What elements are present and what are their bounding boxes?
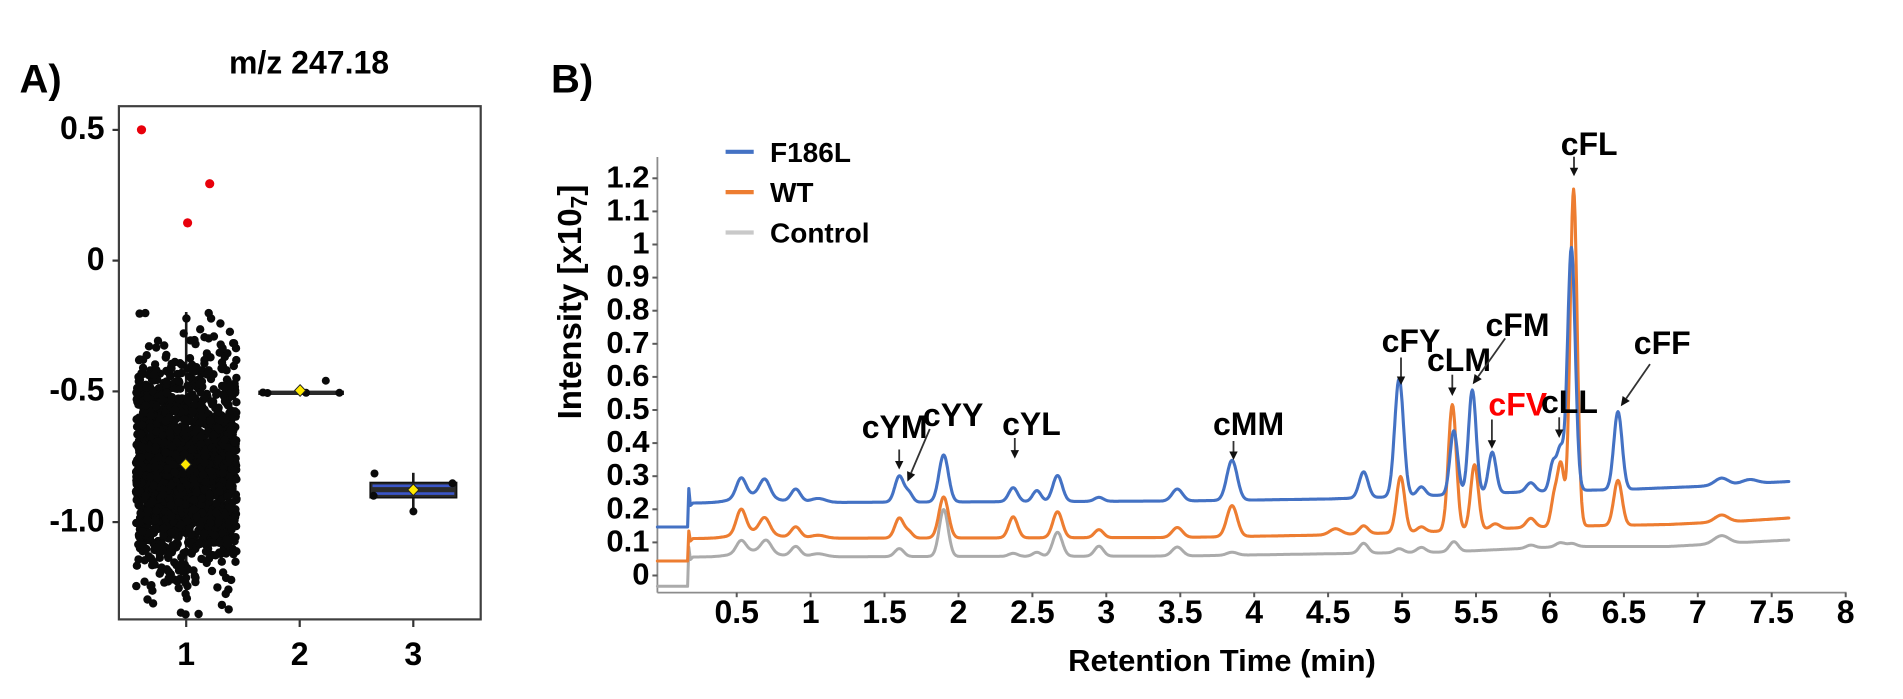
svg-text:3: 3 xyxy=(1097,594,1115,630)
svg-text:cYY: cYY xyxy=(923,397,983,433)
svg-text:cMM: cMM xyxy=(1213,406,1284,442)
svg-text:1.5: 1.5 xyxy=(862,594,906,630)
svg-text:0.5: 0.5 xyxy=(714,594,758,630)
svg-text:0: 0 xyxy=(632,557,649,592)
svg-text:cFL: cFL xyxy=(1561,126,1618,162)
svg-text:Intensity [x107]: Intensity [x107] xyxy=(551,185,592,420)
svg-text:4.5: 4.5 xyxy=(1306,594,1350,630)
svg-text:Control: Control xyxy=(770,218,870,249)
svg-text:1: 1 xyxy=(802,594,820,630)
svg-text:0.7: 0.7 xyxy=(606,325,649,360)
svg-text:cLL: cLL xyxy=(1541,384,1598,420)
svg-text:3.5: 3.5 xyxy=(1158,594,1202,630)
svg-text:1: 1 xyxy=(177,636,195,672)
svg-text:0.5: 0.5 xyxy=(60,110,104,146)
svg-text:A): A) xyxy=(20,58,62,102)
svg-text:0.8: 0.8 xyxy=(606,292,649,327)
svg-text:B): B) xyxy=(551,58,593,102)
svg-text:WT: WT xyxy=(770,177,814,208)
svg-text:6: 6 xyxy=(1541,594,1559,630)
svg-text:cFF: cFF xyxy=(1634,325,1691,361)
svg-text:F186L: F186L xyxy=(770,137,851,168)
svg-text:2.5: 2.5 xyxy=(1010,594,1054,630)
svg-text:cFM: cFM xyxy=(1486,307,1550,343)
svg-text:0.5: 0.5 xyxy=(606,391,649,426)
svg-text:cFY: cFY xyxy=(1382,323,1441,359)
svg-text:1.1: 1.1 xyxy=(606,192,649,227)
svg-text:1: 1 xyxy=(632,226,649,261)
svg-text:-1.0: -1.0 xyxy=(49,502,104,538)
svg-text:0.6: 0.6 xyxy=(606,358,649,393)
svg-text:0.1: 0.1 xyxy=(606,523,649,558)
svg-text:3: 3 xyxy=(404,636,422,672)
svg-text:0.4: 0.4 xyxy=(606,424,650,459)
svg-text:7.5: 7.5 xyxy=(1749,594,1793,630)
svg-text:0: 0 xyxy=(87,241,105,277)
svg-text:7: 7 xyxy=(1689,594,1707,630)
svg-text:4: 4 xyxy=(1245,594,1263,630)
svg-text:0.9: 0.9 xyxy=(606,259,649,294)
svg-text:0.3: 0.3 xyxy=(606,457,649,492)
svg-text:Retention Time (min): Retention Time (min) xyxy=(1068,643,1376,678)
svg-text:2: 2 xyxy=(291,636,309,672)
svg-text:cFV: cFV xyxy=(1488,387,1547,423)
svg-text:5: 5 xyxy=(1393,594,1411,630)
svg-text:8: 8 xyxy=(1837,594,1855,630)
svg-text:0.2: 0.2 xyxy=(606,490,649,525)
svg-text:cYL: cYL xyxy=(1002,406,1061,442)
svg-text:2: 2 xyxy=(950,594,968,630)
svg-text:cYM: cYM xyxy=(862,409,928,445)
svg-text:1.2: 1.2 xyxy=(606,159,649,194)
svg-text:m/z 247.18: m/z 247.18 xyxy=(229,45,389,81)
svg-text:-0.5: -0.5 xyxy=(49,372,104,408)
svg-text:6.5: 6.5 xyxy=(1602,594,1646,630)
svg-text:5.5: 5.5 xyxy=(1454,594,1498,630)
